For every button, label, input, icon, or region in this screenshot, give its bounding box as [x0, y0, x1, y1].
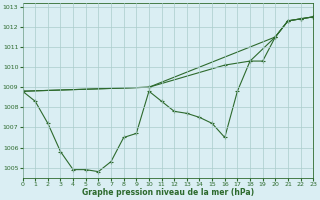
X-axis label: Graphe pression niveau de la mer (hPa): Graphe pression niveau de la mer (hPa)	[82, 188, 254, 197]
